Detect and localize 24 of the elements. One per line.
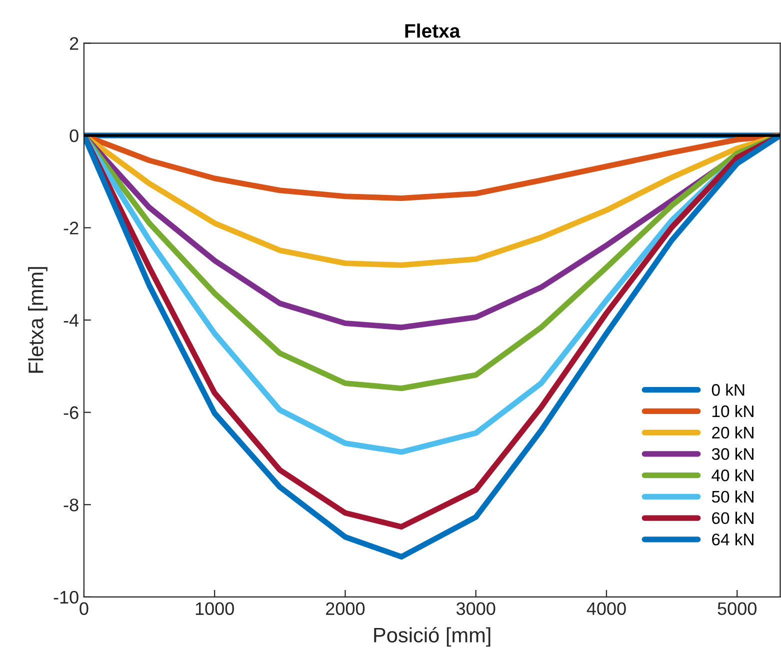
x-tick-label: 5000: [718, 602, 756, 616]
y-tick-label: -4: [64, 314, 79, 327]
x-tick-label: 0: [80, 602, 88, 616]
legend-label: 10 kN: [712, 404, 754, 418]
legend-label: 40 kN: [712, 469, 754, 482]
y-tick-label: -8: [64, 498, 78, 512]
y-axis-title: Fletxa [mm]: [28, 267, 48, 373]
legend-label: 30 kN: [712, 448, 754, 460]
x-tick-label: 4000: [586, 602, 626, 616]
legend-label: 50 kN: [712, 490, 754, 503]
y-tick-label: 2: [70, 37, 78, 50]
chart-title: Fletxa: [405, 24, 460, 38]
legend-label: 64 kN: [712, 533, 754, 546]
x-tick-label: 1000: [196, 602, 234, 616]
x-tick-label: 2000: [326, 602, 365, 616]
legend-label: 60 kN: [712, 512, 754, 524]
x-axis-title: Posició [mm]: [374, 626, 490, 647]
y-tick-label: -6: [64, 406, 78, 420]
legend-label: 20 kN: [712, 426, 754, 439]
legend-label: 0 kN: [712, 384, 744, 396]
y-tick-label: -2: [64, 222, 78, 234]
x-tick-label: 3000: [456, 602, 496, 616]
y-tick-label: 0: [70, 129, 78, 142]
y-tick-label: -10: [54, 590, 78, 604]
